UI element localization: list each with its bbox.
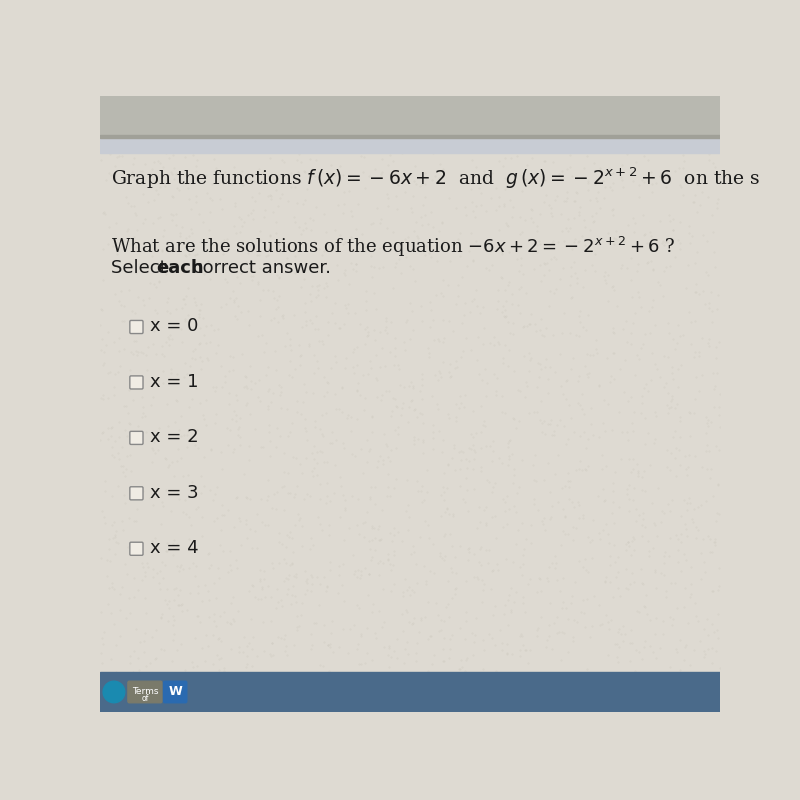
Circle shape: [103, 682, 125, 702]
Text: x = 1: x = 1: [150, 373, 198, 390]
Bar: [100, 672, 720, 712]
Text: What are the solutions of the equation $-6x + 2 = -2^{x+2} + 6$ ?: What are the solutions of the equation $…: [111, 234, 675, 258]
FancyBboxPatch shape: [130, 321, 143, 334]
Text: each: each: [157, 259, 204, 278]
Text: of: of: [142, 694, 149, 703]
Text: Graph the functions $f\,(x) = -6x + 2$  and  $g\,(x) = -2^{x+2} + 6$  on the s: Graph the functions $f\,(x) = -6x + 2$ a…: [111, 166, 760, 190]
Text: x = 3: x = 3: [150, 483, 198, 502]
FancyBboxPatch shape: [130, 431, 143, 445]
FancyBboxPatch shape: [130, 486, 143, 500]
Text: Select: Select: [111, 259, 172, 278]
Text: W: W: [168, 686, 182, 698]
Text: x = 2: x = 2: [150, 428, 198, 446]
FancyBboxPatch shape: [128, 682, 162, 702]
Text: x = 4: x = 4: [150, 539, 198, 557]
FancyBboxPatch shape: [163, 682, 187, 702]
Text: correct answer.: correct answer.: [187, 259, 331, 278]
FancyBboxPatch shape: [130, 542, 143, 555]
FancyBboxPatch shape: [130, 376, 143, 389]
Bar: [100, 135, 720, 138]
Bar: [100, 96, 720, 136]
Text: Terms: Terms: [132, 687, 158, 697]
Text: x = 0: x = 0: [150, 318, 198, 335]
Bar: [100, 136, 720, 153]
